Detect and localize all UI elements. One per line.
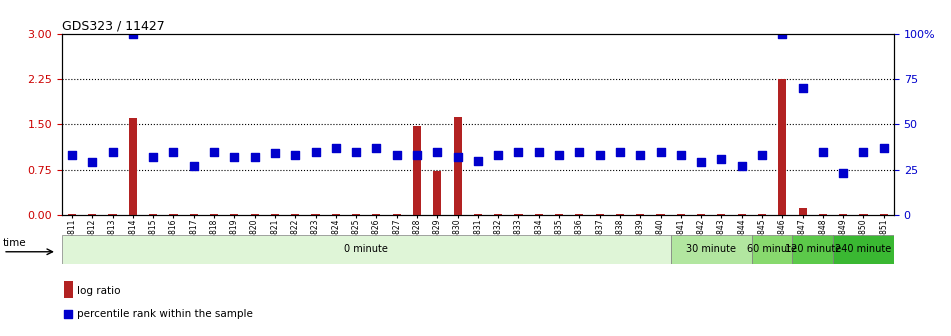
- Point: [491, 153, 506, 158]
- Text: 240 minute: 240 minute: [835, 245, 892, 254]
- Bar: [271, 214, 279, 215]
- Text: 60 minute: 60 minute: [747, 245, 797, 254]
- Bar: [778, 79, 786, 215]
- Bar: [311, 214, 320, 215]
- Bar: [677, 214, 685, 215]
- Point: [308, 149, 323, 154]
- Point: [226, 154, 242, 160]
- Bar: [595, 214, 604, 215]
- Point: [430, 149, 445, 154]
- Bar: [799, 208, 806, 215]
- Bar: [839, 214, 847, 215]
- Point: [206, 149, 222, 154]
- Bar: [758, 214, 767, 215]
- Point: [592, 153, 608, 158]
- Bar: [495, 214, 502, 215]
- Bar: [454, 117, 461, 215]
- Point: [673, 153, 689, 158]
- Bar: [616, 214, 624, 215]
- Bar: [792, 235, 833, 264]
- Bar: [65, 281, 72, 298]
- Bar: [332, 214, 340, 215]
- Point: [409, 153, 424, 158]
- Point: [572, 149, 587, 154]
- Point: [65, 153, 80, 158]
- Point: [348, 149, 363, 154]
- Point: [856, 149, 871, 154]
- Bar: [575, 214, 583, 215]
- Point: [126, 31, 141, 36]
- Bar: [434, 171, 441, 215]
- Bar: [656, 214, 665, 215]
- Bar: [68, 214, 76, 215]
- Text: GDS323 / 11427: GDS323 / 11427: [62, 19, 165, 33]
- Bar: [210, 214, 218, 215]
- Point: [815, 149, 830, 154]
- Bar: [555, 214, 563, 215]
- Point: [876, 145, 891, 151]
- Bar: [860, 214, 867, 215]
- Point: [734, 163, 749, 169]
- Text: 0 minute: 0 minute: [344, 245, 388, 254]
- Bar: [819, 214, 827, 215]
- Bar: [413, 126, 421, 215]
- Point: [612, 149, 628, 154]
- Point: [632, 153, 648, 158]
- Point: [267, 151, 282, 156]
- Point: [85, 160, 100, 165]
- Point: [552, 153, 567, 158]
- Point: [653, 149, 669, 154]
- Point: [775, 31, 790, 36]
- Text: log ratio: log ratio: [77, 286, 121, 296]
- Point: [389, 153, 404, 158]
- Point: [754, 153, 769, 158]
- Point: [714, 156, 729, 162]
- Text: 30 minute: 30 minute: [687, 245, 736, 254]
- Point: [450, 154, 465, 160]
- Text: percentile rank within the sample: percentile rank within the sample: [77, 309, 253, 319]
- Bar: [474, 214, 482, 215]
- Bar: [833, 235, 894, 264]
- Bar: [670, 235, 752, 264]
- Bar: [738, 214, 746, 215]
- Bar: [149, 214, 157, 215]
- Bar: [717, 214, 726, 215]
- Point: [470, 158, 485, 163]
- Text: time: time: [3, 238, 27, 248]
- Point: [795, 85, 810, 91]
- Point: [146, 154, 161, 160]
- Point: [165, 149, 181, 154]
- Bar: [534, 214, 543, 215]
- Bar: [393, 214, 400, 215]
- Point: [369, 145, 384, 151]
- Point: [186, 163, 202, 169]
- Bar: [250, 214, 259, 215]
- Bar: [108, 214, 117, 215]
- Bar: [352, 214, 360, 215]
- Point: [532, 149, 547, 154]
- Bar: [189, 214, 198, 215]
- Bar: [169, 214, 178, 215]
- Bar: [128, 118, 137, 215]
- Bar: [880, 214, 888, 215]
- Bar: [514, 214, 522, 215]
- Bar: [636, 214, 644, 215]
- Point: [247, 154, 262, 160]
- Bar: [88, 214, 96, 215]
- Point: [511, 149, 526, 154]
- Point: [61, 311, 76, 317]
- Bar: [291, 214, 300, 215]
- Point: [287, 153, 302, 158]
- Bar: [62, 235, 670, 264]
- Point: [693, 160, 708, 165]
- Bar: [752, 235, 792, 264]
- Bar: [373, 214, 380, 215]
- Point: [328, 145, 343, 151]
- Bar: [230, 214, 239, 215]
- Text: 120 minute: 120 minute: [785, 245, 841, 254]
- Point: [836, 171, 851, 176]
- Bar: [697, 214, 706, 215]
- Point: [105, 149, 120, 154]
